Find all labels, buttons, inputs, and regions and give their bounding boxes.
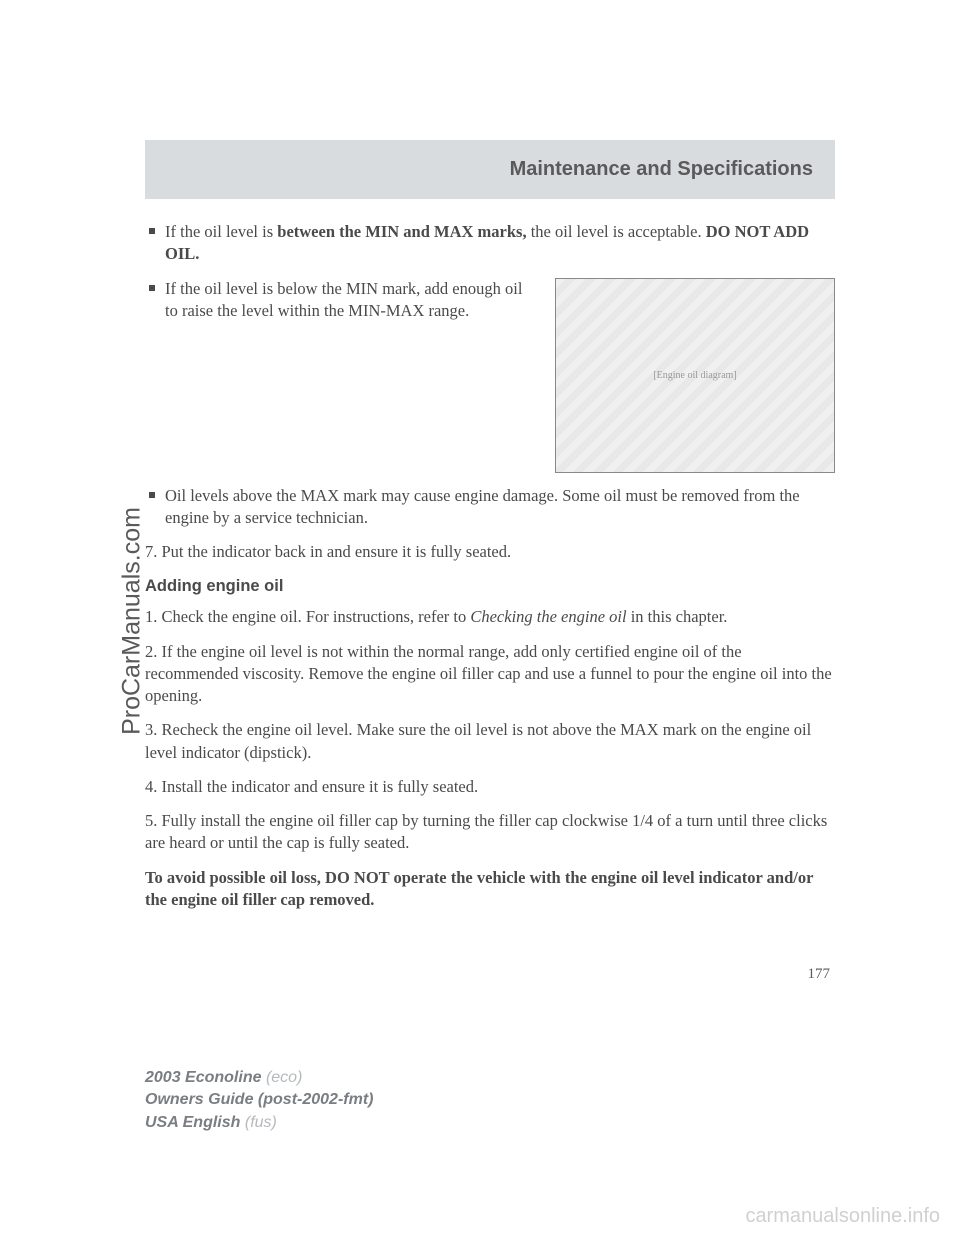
bullet-item-1: If the oil level is between the MIN and … xyxy=(145,221,835,266)
bullet-icon xyxy=(149,228,155,234)
bullet-icon xyxy=(149,285,155,291)
text-segment: 1. Check the engine oil. For instruction… xyxy=(145,607,470,626)
bullet-left-column: If the oil level is below the MIN mark, … xyxy=(145,278,535,473)
warning-text: To avoid possible oil loss, DO NOT opera… xyxy=(145,867,835,912)
bullet-text: If the oil level is between the MIN and … xyxy=(165,221,835,266)
header-title: Maintenance and Specifications xyxy=(167,158,813,181)
footer-line-3: USA English (fus) xyxy=(145,1112,373,1134)
step-4: 4. Install the indicator and ensure it i… xyxy=(145,776,835,798)
bullet-icon xyxy=(149,492,155,498)
bullet-text: If the oil level is below the MIN mark, … xyxy=(165,278,535,323)
footer: 2003 Econoline (eco) Owners Guide (post-… xyxy=(145,1067,373,1134)
bullet-with-image: If the oil level is below the MIN mark, … xyxy=(145,278,835,473)
page-content: Maintenance and Specifications If the oi… xyxy=(0,0,960,983)
bullet-item-3: Oil levels above the MAX mark may cause … xyxy=(145,485,835,530)
subheading-adding-oil: Adding engine oil xyxy=(145,577,835,596)
page-number: 177 xyxy=(145,966,835,983)
step-5: 5. Fully install the engine oil filler c… xyxy=(145,810,835,855)
text-segment: the oil level is acceptable. xyxy=(527,222,706,241)
footer-model: 2003 Econoline xyxy=(145,1069,262,1086)
footer-line-1: 2003 Econoline (eco) xyxy=(145,1067,373,1089)
step-3: 3. Recheck the engine oil level. Make su… xyxy=(145,719,835,764)
bullet-text: Oil levels above the MAX mark may cause … xyxy=(165,485,835,530)
header-bar: Maintenance and Specifications xyxy=(145,140,835,199)
text-italic: Checking the engine oil xyxy=(470,607,626,626)
step-2: 2. If the engine oil level is not within… xyxy=(145,641,835,708)
footer-guide: Owners Guide (post-2002-fmt) xyxy=(145,1091,373,1108)
watermark-bottom: carmanualsonline.info xyxy=(745,1205,940,1228)
text-segment: If the oil level is xyxy=(165,222,277,241)
bullet-item-2: If the oil level is below the MIN mark, … xyxy=(145,278,535,323)
step-7: 7. Put the indicator back in and ensure … xyxy=(145,541,835,563)
text-bold: between the MIN and MAX marks, xyxy=(277,222,526,241)
footer-code: (fus) xyxy=(240,1114,276,1131)
engine-diagram-image: [Engine oil diagram] xyxy=(555,278,835,473)
step-1: 1. Check the engine oil. For instruction… xyxy=(145,606,835,628)
text-segment: in this chapter. xyxy=(627,607,728,626)
footer-line-2: Owners Guide (post-2002-fmt) xyxy=(145,1089,373,1111)
footer-code: (eco) xyxy=(262,1069,303,1086)
watermark-left: ProCarManuals.com xyxy=(117,507,146,735)
footer-lang: USA English xyxy=(145,1114,240,1131)
